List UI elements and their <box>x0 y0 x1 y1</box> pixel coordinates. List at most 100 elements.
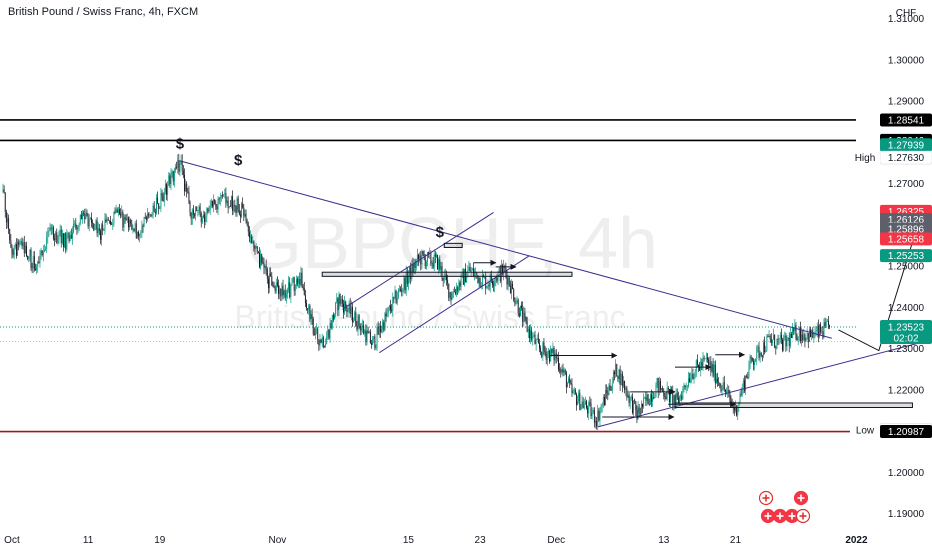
candle-body <box>699 367 701 371</box>
candle-body <box>795 325 797 339</box>
candle-body <box>132 228 134 230</box>
candle-body <box>711 364 713 372</box>
candle-body <box>176 167 178 169</box>
candle-body <box>677 397 679 404</box>
candle-body <box>288 282 290 291</box>
candle-body <box>101 224 103 240</box>
candle-body <box>663 390 665 397</box>
candle-body <box>311 314 313 319</box>
candle-body <box>581 401 583 405</box>
candle-body <box>195 206 197 216</box>
candle-body <box>447 279 449 284</box>
candle-body <box>481 275 483 286</box>
candle-body <box>119 209 120 214</box>
candle-body <box>366 330 368 343</box>
candle-body <box>261 254 263 263</box>
candle-body <box>117 209 119 213</box>
candle-body <box>186 183 188 192</box>
candle-body <box>470 270 472 272</box>
candle-body <box>375 345 377 349</box>
candle-body <box>802 334 804 341</box>
candle-body <box>163 191 165 202</box>
candle-body <box>413 263 415 273</box>
candle-body <box>628 394 630 404</box>
candle-body <box>38 261 40 264</box>
candle-body <box>556 357 558 359</box>
candle-body <box>420 255 422 265</box>
candle-body <box>170 174 172 185</box>
candle-body <box>617 376 619 379</box>
candle-body <box>788 337 790 346</box>
candle-body <box>754 362 755 365</box>
candle-body <box>509 285 511 294</box>
dollar-marker: $ <box>436 224 445 241</box>
candle-body <box>279 288 281 294</box>
candle-body <box>412 264 414 273</box>
candle-body <box>606 390 608 393</box>
candle-body <box>609 385 611 390</box>
candle-body <box>106 219 108 222</box>
candle-body <box>181 160 183 171</box>
candle-body <box>312 318 314 334</box>
candle-body <box>328 329 330 339</box>
candle-body <box>32 256 34 269</box>
candle-body <box>423 254 425 258</box>
candle-body <box>171 171 173 175</box>
candle-body <box>819 324 820 337</box>
candle-body <box>244 213 246 217</box>
candle-body <box>516 300 518 303</box>
watermark-name: British Pound / Swiss Franc <box>234 299 625 335</box>
candle-body <box>294 285 296 291</box>
candle-body <box>601 405 603 407</box>
candle-body <box>757 346 759 348</box>
price-tick-label: 1.25000 <box>888 262 925 273</box>
candle-body <box>340 299 342 304</box>
candle-body <box>71 232 73 239</box>
candle-body <box>597 410 599 427</box>
candle-body <box>3 189 5 193</box>
candle-body <box>103 230 105 231</box>
candle-body <box>385 313 387 317</box>
candle-body <box>313 333 315 336</box>
candle-body <box>80 214 82 220</box>
candle-body <box>740 394 742 396</box>
candle-body <box>332 314 334 320</box>
candle-body <box>559 369 561 371</box>
candle-body <box>567 383 568 388</box>
candle-body <box>691 373 693 379</box>
candle-body <box>491 281 493 285</box>
price-tag-label: High <box>855 153 876 164</box>
candle-body <box>390 305 391 310</box>
candle-body <box>54 238 55 240</box>
candle-body <box>235 206 237 213</box>
candle-body <box>28 256 30 260</box>
candle-body <box>782 339 783 351</box>
candle-body <box>519 305 521 317</box>
candle-body <box>674 395 676 403</box>
candle-body <box>192 209 194 215</box>
candle-body <box>646 394 648 401</box>
candle-body <box>710 361 712 372</box>
candle-body <box>592 410 594 414</box>
candle-body <box>145 217 147 220</box>
candle-body <box>68 232 70 241</box>
candle-body <box>126 217 128 220</box>
candle-body <box>317 328 319 340</box>
candle-body <box>558 357 559 370</box>
candle-body <box>139 233 141 237</box>
candle-body <box>130 219 132 224</box>
candle-body <box>696 360 698 365</box>
candle-body <box>77 227 79 230</box>
candle-body <box>550 348 552 362</box>
candle-body <box>467 270 469 277</box>
candle-body <box>649 394 651 405</box>
candle-body <box>407 276 409 284</box>
candle-body <box>297 279 299 284</box>
candle-body <box>31 267 33 269</box>
candle-body <box>63 233 64 247</box>
candle-body <box>104 219 106 231</box>
candle-body <box>308 305 310 310</box>
candle-body <box>326 337 328 345</box>
candle-body <box>524 312 526 317</box>
